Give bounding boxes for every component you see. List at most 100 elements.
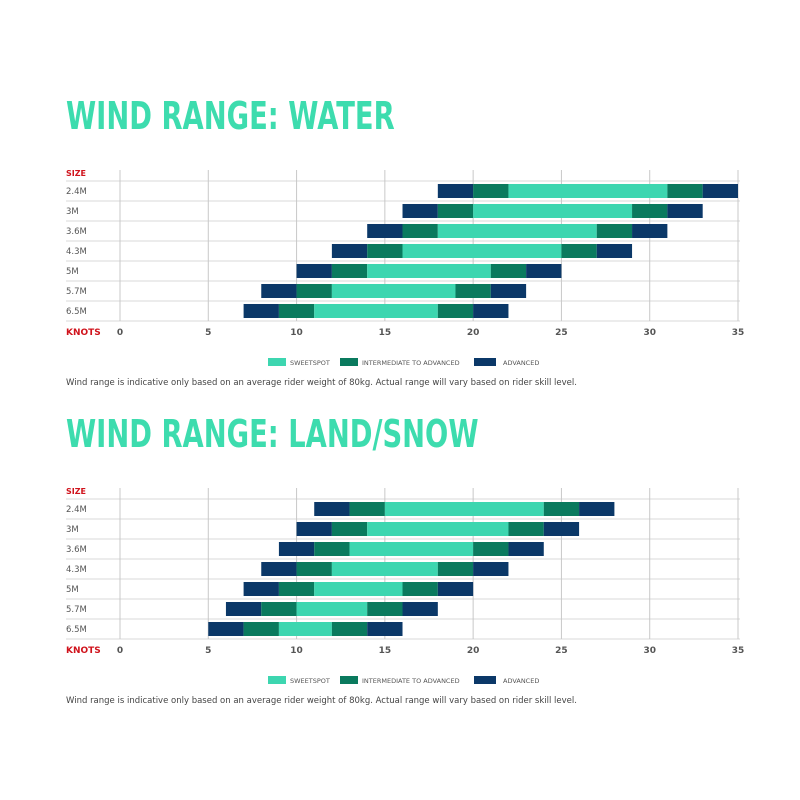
x-tick-label: 35: [732, 328, 745, 338]
bar-segment-intermediate-to-advanced: [455, 284, 491, 298]
row-size-label: 6.5M: [66, 625, 87, 635]
bar-segment-advanced: [367, 224, 403, 238]
row-size-label: 5M: [66, 267, 79, 277]
bar-segment-sweetspot: [331, 562, 438, 576]
x-tick-label: 25: [555, 646, 568, 656]
bar-segment-advanced: [526, 264, 562, 278]
bar-segment-intermediate-to-advanced: [632, 204, 668, 218]
row-size-label: 5M: [66, 585, 79, 595]
bar-segment-sweetspot: [331, 284, 456, 298]
wind-range-land-chart: 0 5 10 15 20 25 30 35 SIZE KNOTS 2.4M 3M 3.6M 4.3M 5M 5…: [66, 487, 745, 685]
bar-segment-intermediate-to-advanced: [331, 622, 368, 636]
x-tick-label: 30: [643, 328, 656, 338]
bar-segment-advanced: [261, 562, 297, 576]
bar-segment-advanced: [331, 244, 368, 258]
x-tick-label: 10: [290, 646, 303, 656]
legend-label: ADVANCED: [503, 677, 539, 685]
bar-segment-sweetspot: [508, 184, 668, 198]
legend-label: INTERMEDIATE TO ADVANCED: [362, 677, 460, 685]
bar-segment-sweetspot: [296, 602, 368, 616]
bar-segment-advanced: [278, 542, 315, 556]
bar-segment-advanced: [437, 582, 474, 596]
bar-segment-intermediate-to-advanced: [437, 204, 474, 218]
bar-segment-intermediate-to-advanced: [278, 304, 315, 318]
bar-segment-intermediate-to-advanced: [367, 244, 403, 258]
bar-segment-advanced: [437, 184, 474, 198]
legend-swatch: [268, 676, 286, 684]
y-axis-label: SIZE: [66, 487, 86, 496]
bar-segment-advanced: [702, 184, 738, 198]
bar-segment-intermediate-to-advanced: [296, 562, 332, 576]
legend-swatch: [268, 358, 286, 366]
legend-swatch: [474, 676, 496, 684]
bar-segment-intermediate-to-advanced: [561, 244, 597, 258]
bar-segment-intermediate-to-advanced: [490, 264, 527, 278]
chart-note-land: Wind range is indicative only based on a…: [66, 696, 577, 706]
bar-segment-advanced: [208, 622, 244, 636]
bar-segment-sweetspot: [473, 204, 633, 218]
row-size-label: 4.3M: [66, 565, 87, 575]
bar-segment-intermediate-to-advanced: [667, 184, 703, 198]
bar-segment-intermediate-to-advanced: [508, 522, 544, 536]
row-size-label: 3.6M: [66, 227, 87, 237]
row-size-label: 5.7M: [66, 605, 87, 615]
legend-label: SWEETSPOT: [290, 359, 330, 367]
bar-segment-intermediate-to-advanced: [349, 502, 385, 516]
row-size-label: 3M: [66, 525, 79, 535]
x-tick-label: 20: [467, 328, 480, 338]
x-tick-label: 5: [205, 646, 211, 656]
bar-segment-sweetspot: [349, 542, 474, 556]
bar-segment-advanced: [261, 284, 297, 298]
chart-title-water: WIND RANGE: WATER: [66, 94, 395, 138]
bar-segment-intermediate-to-advanced: [437, 562, 474, 576]
x-axis-label: KNOTS: [66, 646, 101, 656]
bar-segment-intermediate-to-advanced: [402, 582, 438, 596]
bar-segment-intermediate-to-advanced: [543, 502, 580, 516]
bar-segment-sweetspot: [402, 244, 562, 258]
x-tick-label: 0: [117, 646, 123, 656]
row-size-label: 5.7M: [66, 287, 87, 297]
bar-segment-intermediate-to-advanced: [243, 622, 279, 636]
legend-swatch: [340, 676, 358, 684]
bar-segment-intermediate-to-advanced: [437, 304, 474, 318]
x-tick-label: 30: [643, 646, 656, 656]
bar-segment-advanced: [314, 502, 350, 516]
x-tick-label: 35: [732, 646, 745, 656]
bar-segment-advanced: [579, 502, 615, 516]
bar-segment-intermediate-to-advanced: [278, 582, 315, 596]
x-axis-label: KNOTS: [66, 328, 101, 338]
bar-segment-advanced: [402, 602, 438, 616]
legend-swatch: [474, 358, 496, 366]
row-size-label: 6.5M: [66, 307, 87, 317]
row-size-label: 3M: [66, 207, 79, 217]
bar-segment-advanced: [473, 304, 509, 318]
bar-segment-intermediate-to-advanced: [367, 602, 403, 616]
bar-segment-sweetspot: [367, 522, 509, 536]
legend-label: SWEETSPOT: [290, 677, 330, 685]
row-size-label: 2.4M: [66, 505, 87, 515]
bar-segment-advanced: [225, 602, 262, 616]
bar-segment-advanced: [243, 304, 279, 318]
legend-swatch: [340, 358, 358, 366]
bar-segment-advanced: [508, 542, 544, 556]
bar-segment-advanced: [490, 284, 527, 298]
wind-range-water-chart: 0 5 10 15 20 25 30 35 SIZE KNOTS 2.4M 3M 3.6M 4.3M 5M 5…: [66, 169, 745, 367]
chart-title-land: WIND RANGE: LAND/SNOW: [66, 412, 479, 456]
bar-segment-sweetspot: [314, 582, 403, 596]
y-axis-label: SIZE: [66, 169, 86, 178]
bar-segment-advanced: [367, 622, 403, 636]
x-tick-label: 0: [117, 328, 123, 338]
bar-segment-advanced: [296, 522, 332, 536]
x-tick-label: 10: [290, 328, 303, 338]
chart-note-water: Wind range is indicative only based on a…: [66, 378, 577, 388]
x-tick-label: 20: [467, 646, 480, 656]
legend-label: ADVANCED: [503, 359, 539, 367]
bar-segment-sweetspot: [384, 502, 544, 516]
bar-segment-intermediate-to-advanced: [314, 542, 350, 556]
bar-segment-advanced: [596, 244, 633, 258]
bar-segment-intermediate-to-advanced: [402, 224, 438, 238]
row-size-label: 4.3M: [66, 247, 87, 257]
bar-segment-advanced: [402, 204, 438, 218]
bar-segment-intermediate-to-advanced: [596, 224, 633, 238]
bar-segment-intermediate-to-advanced: [261, 602, 297, 616]
